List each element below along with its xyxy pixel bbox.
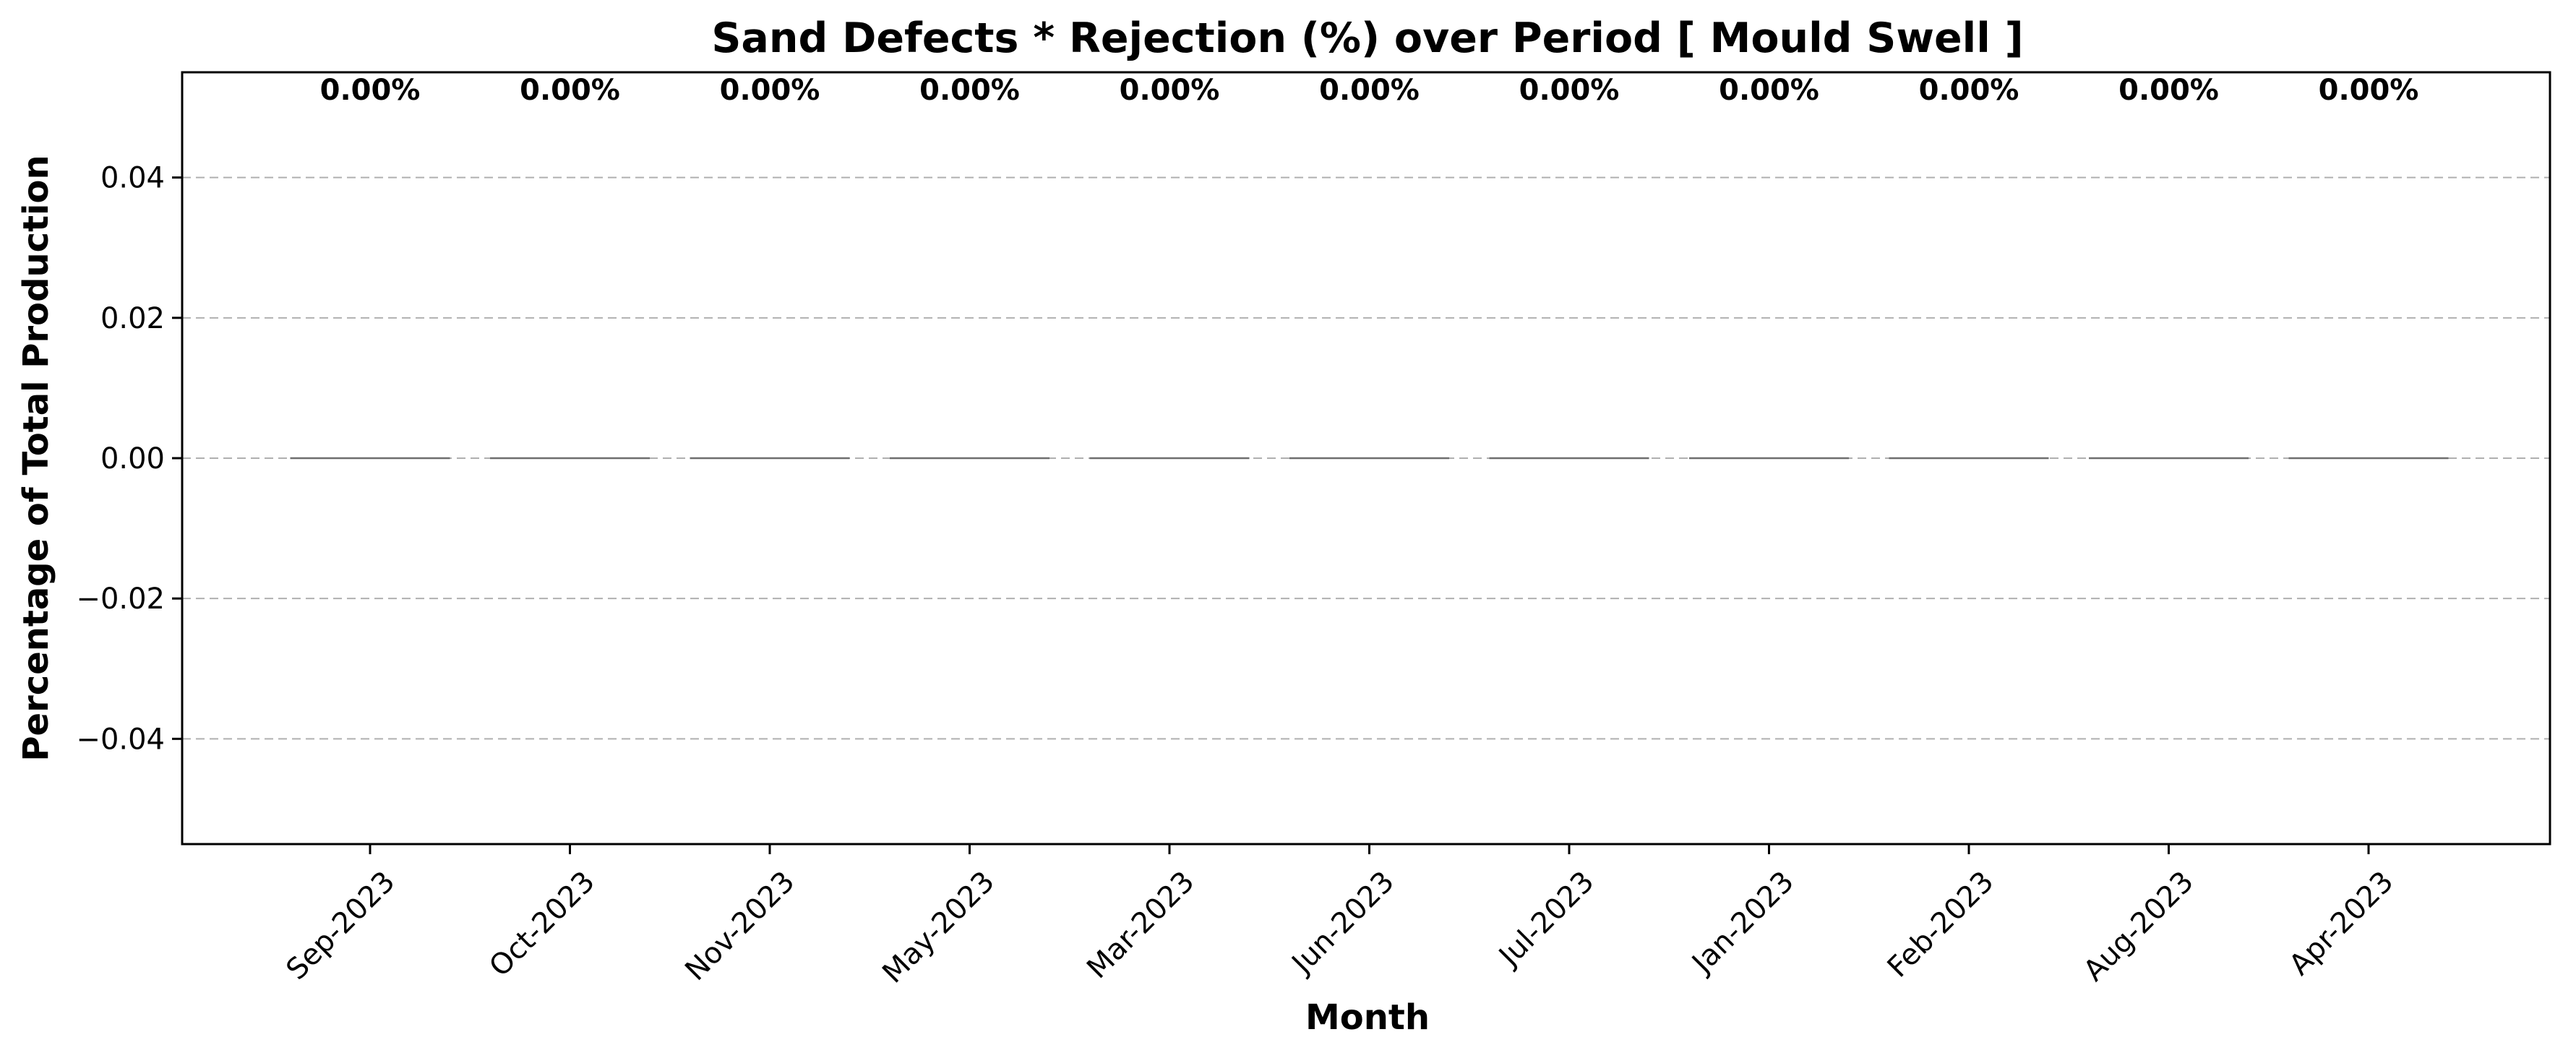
y-tick-label: 0.02 — [100, 302, 165, 335]
x-tick-label: Mar-2023 — [1081, 865, 1201, 985]
y-tick-label: −0.02 — [76, 582, 165, 616]
data-label: 0.00% — [1919, 74, 2019, 107]
data-label: 0.00% — [2118, 74, 2219, 107]
x-tick-label: Jun-2023 — [1284, 865, 1401, 981]
data-label: 0.00% — [1719, 74, 1819, 107]
y-tick-label: −0.04 — [76, 723, 165, 756]
y-axis-label: Percentage of Total Production — [16, 155, 56, 761]
x-tick-label: Apr-2023 — [2283, 865, 2400, 982]
x-tick-label: Jul-2023 — [1491, 865, 1600, 974]
x-tick-label: Oct-2023 — [483, 865, 601, 984]
data-label: 0.00% — [1120, 74, 1220, 107]
x-tick-label: Sep-2023 — [280, 865, 401, 986]
x-tick-label: Aug-2023 — [2077, 865, 2200, 988]
data-label: 0.00% — [320, 74, 421, 107]
x-axis-ticks: Sep-2023 Oct-2023 Nov-2023 May-2023 Mar-2023… — [280, 844, 2400, 990]
data-labels: 0.00% 0.00% 0.00% 0.00% 0.00% 0.00% 0.00% 0.00%… — [320, 74, 2419, 107]
x-axis-label: Month — [1305, 997, 1430, 1038]
y-tick-label: 0.04 — [100, 162, 165, 195]
y-axis-ticks: −0.04 −0.02 0.00 0.02 0.04 — [76, 162, 182, 756]
data-label: 0.00% — [2319, 74, 2419, 107]
x-tick-label: Nov-2023 — [679, 865, 801, 987]
data-label: 0.00% — [720, 74, 820, 107]
data-label: 0.00% — [1519, 74, 1620, 107]
data-label: 0.00% — [1319, 74, 1420, 107]
data-label: 0.00% — [919, 74, 1020, 107]
data-label: 0.00% — [520, 74, 620, 107]
y-tick-label: 0.00 — [100, 442, 165, 476]
x-tick-label: Jan-2023 — [1684, 865, 1800, 981]
x-tick-label: May-2023 — [876, 865, 1001, 990]
x-tick-label: Feb-2023 — [1881, 865, 2001, 984]
chart-title: Sand Defects * Rejection (%) over Period… — [711, 14, 2023, 62]
